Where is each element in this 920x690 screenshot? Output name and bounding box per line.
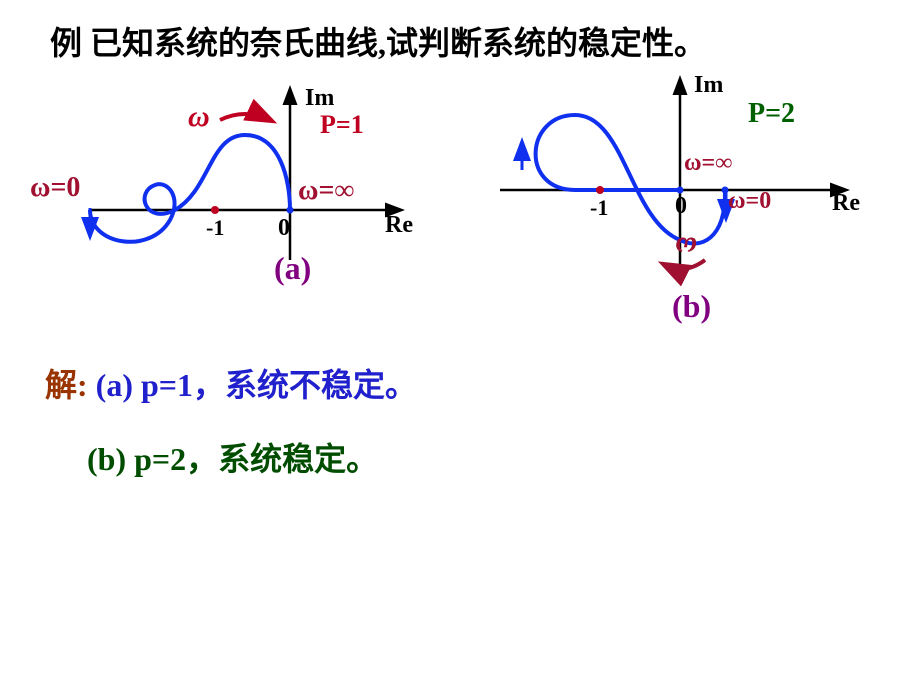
plot-a-P-label: P=1 <box>320 110 364 140</box>
page-title: 例 已知系统的奈氏曲线,试判断系统的稳定性。 <box>50 18 706 64</box>
plot-a-im-label: Im <box>305 85 334 112</box>
plot-a-re-label: Re <box>385 212 413 239</box>
plot-b-omega-label: ω <box>675 230 697 264</box>
plot-a-omegainf-label: ω=∞ <box>298 175 354 207</box>
plot-b-container: Im Re 0 -1 P=2 ω=∞ ω=0 ω (b) <box>480 70 890 330</box>
plot-b-curve <box>536 115 725 243</box>
answer-section: 解: (a) p=1，系统不稳定。 (b) p=2，系统稳定。 <box>45 360 417 508</box>
plot-b-omega0-label: ω=0 <box>728 188 771 215</box>
plot-a-minus1-label: -1 <box>206 215 224 241</box>
plot-a-svg <box>30 80 430 310</box>
plot-a-end-dot <box>287 207 294 214</box>
answer-jie-label: 解: <box>45 367 88 403</box>
answer-line-b: (b) p=2，系统稳定。 <box>87 434 417 480</box>
plot-b-omegainf-label: ω=∞ <box>684 150 732 177</box>
plot-a-container: Im Re 0 -1 P=1 ω ω=0 ω=∞ (a) <box>30 80 430 310</box>
plot-a-omega0-label: ω=0 <box>30 172 80 204</box>
plot-b-minus1-dot <box>596 186 604 194</box>
plot-a-caption: (a) <box>274 250 311 287</box>
plot-b-im-label: Im <box>694 72 723 99</box>
plot-b-caption: (b) <box>672 288 711 325</box>
plot-b-re-label: Re <box>832 190 860 217</box>
plot-b-minus1-label: -1 <box>590 195 608 221</box>
plot-b-P-label: P=2 <box>748 98 795 130</box>
plot-a-minus1-dot <box>211 206 219 214</box>
plot-b-origin-label: 0 <box>675 193 687 220</box>
plot-a-origin-label: 0 <box>278 215 290 242</box>
plot-a-curve <box>90 135 290 242</box>
answer-line-a: (a) p=1，系统不稳定。 <box>96 367 417 403</box>
plot-a-omega-label: ω <box>188 100 210 134</box>
plot-a-omega-arrow-icon <box>220 114 270 120</box>
